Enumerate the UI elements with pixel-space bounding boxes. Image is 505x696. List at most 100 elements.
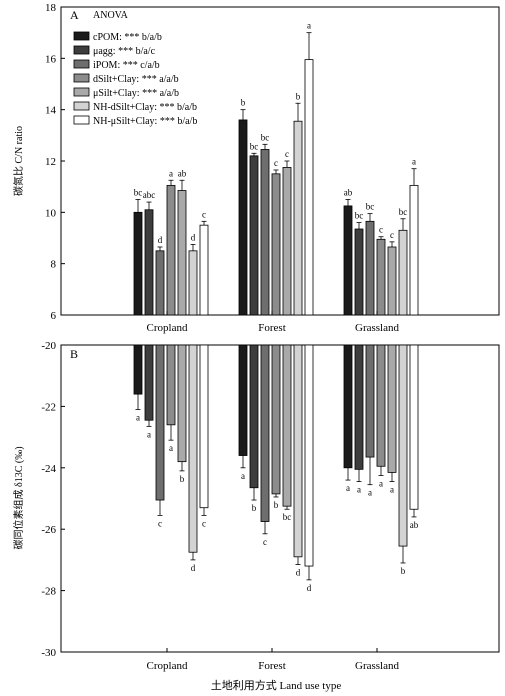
bar	[260, 149, 270, 316]
bar	[354, 228, 364, 316]
significance-letter: bc	[399, 207, 408, 217]
legend-swatch	[73, 87, 90, 97]
significance-letter: bc	[261, 132, 270, 142]
legend-swatch	[73, 115, 90, 125]
legend-label: iPOM: *** c/a/b	[93, 60, 160, 71]
y-tick-label: -28	[41, 586, 56, 598]
y-tick-label: 14	[45, 105, 57, 117]
bar	[133, 344, 143, 395]
y-tick-label: -20	[41, 340, 56, 352]
significance-letter: c	[263, 537, 267, 547]
bar	[144, 209, 154, 316]
bar	[144, 344, 154, 421]
bar	[376, 344, 386, 467]
bar	[199, 344, 209, 509]
significance-letter: c	[274, 158, 278, 168]
bar	[365, 344, 375, 458]
bar	[282, 344, 292, 507]
significance-letter: bc	[250, 141, 259, 151]
significance-letter: d	[191, 232, 196, 242]
x-tick-label: Cropland	[147, 322, 188, 334]
legend-label: dSilt+Clay: *** a/a/b	[93, 74, 179, 85]
significance-letter: abc	[143, 190, 156, 200]
panel-a-x-axis: Cropland Forest Grassland	[147, 311, 399, 334]
y-tick-label: 6	[51, 310, 57, 322]
y-tick-label: 8	[51, 259, 57, 271]
legend-swatch	[73, 101, 90, 111]
bar	[155, 250, 165, 316]
legend-label: NH-dSilt+Clay: *** b/a/b	[93, 102, 197, 113]
y-tick-label: 10	[45, 207, 57, 219]
bar	[177, 344, 187, 463]
x-tick-label: Forest	[258, 660, 286, 672]
panel-a-ylabel: 碳氮比 C/N ratio	[12, 126, 25, 196]
bar	[188, 344, 198, 553]
significance-letter: b	[274, 500, 279, 510]
bar	[282, 167, 292, 316]
x-tick-label: Forest	[258, 322, 286, 334]
bar	[238, 344, 248, 456]
bar	[376, 238, 386, 316]
bar	[398, 229, 408, 316]
significance-letter: bc	[355, 211, 364, 221]
significance-letter: a	[412, 157, 416, 167]
significance-letter: ab	[344, 188, 353, 198]
y-tick-label: -22	[41, 401, 56, 413]
bar	[304, 59, 314, 316]
legend-title: ANOVA	[93, 10, 129, 21]
bar	[271, 344, 281, 495]
legend-swatch	[73, 31, 90, 41]
significance-letter: bc	[134, 188, 143, 198]
significance-letter: c	[390, 230, 394, 240]
bar	[409, 184, 419, 316]
significance-letter: a	[169, 168, 173, 178]
panel-b-y-axis: -20 -22 -24 -26 -28 -30	[41, 340, 65, 659]
bar	[133, 211, 143, 316]
bar	[293, 120, 303, 316]
legend-label: cPOM: *** b/a/b	[93, 32, 162, 43]
bar	[249, 155, 259, 316]
y-tick-label: -26	[41, 524, 56, 536]
x-tick-label: Grassland	[355, 660, 399, 672]
significance-letter: ab	[178, 168, 187, 178]
bar	[199, 224, 209, 316]
legend-label: μagg: *** b/a/c	[93, 46, 156, 57]
legend: cPOM: *** b/a/b μagg: *** b/a/c iPOM: *** …	[73, 31, 197, 127]
bar	[260, 344, 270, 522]
significance-letter: a	[136, 412, 140, 422]
bar	[409, 344, 419, 510]
y-tick-label: -24	[41, 463, 56, 475]
y-tick-label: 18	[45, 2, 57, 14]
significance-letter: c	[158, 518, 162, 528]
legend-label: μSilt+Clay: *** a/a/b	[93, 88, 179, 99]
significance-letter: b	[241, 98, 246, 108]
y-tick-label: 16	[45, 53, 57, 65]
significance-letter: b	[296, 91, 301, 101]
x-tick-label: Cropland	[147, 660, 188, 672]
significance-letter: d	[296, 568, 301, 578]
significance-letter: a	[307, 21, 311, 31]
legend-swatch	[73, 73, 90, 83]
bar	[398, 344, 408, 547]
significance-letter: a	[390, 485, 394, 495]
bar	[166, 184, 176, 316]
y-tick-label: 12	[45, 156, 56, 168]
significance-letter: ab	[410, 520, 419, 530]
significance-letter: c	[379, 225, 383, 235]
significance-letter: bc	[283, 512, 292, 522]
significance-letter: a	[357, 485, 361, 495]
panel-b-x-axis: Cropland Forest Grassland	[147, 648, 399, 672]
bar	[343, 344, 353, 469]
significance-letter: b	[180, 474, 185, 484]
x-tick-label: Grassland	[355, 322, 399, 334]
significance-letter: d	[158, 235, 163, 245]
legend-label: NH-μSilt+Clay: *** b/a/b	[93, 116, 197, 127]
significance-letter: b	[252, 503, 257, 513]
significance-letter: bc	[366, 202, 375, 212]
significance-letter: a	[346, 483, 350, 493]
x-axis-title: 土地利用方式 Land use type	[211, 678, 342, 692]
significance-letter: a	[379, 478, 383, 488]
significance-letter: a	[368, 488, 372, 498]
